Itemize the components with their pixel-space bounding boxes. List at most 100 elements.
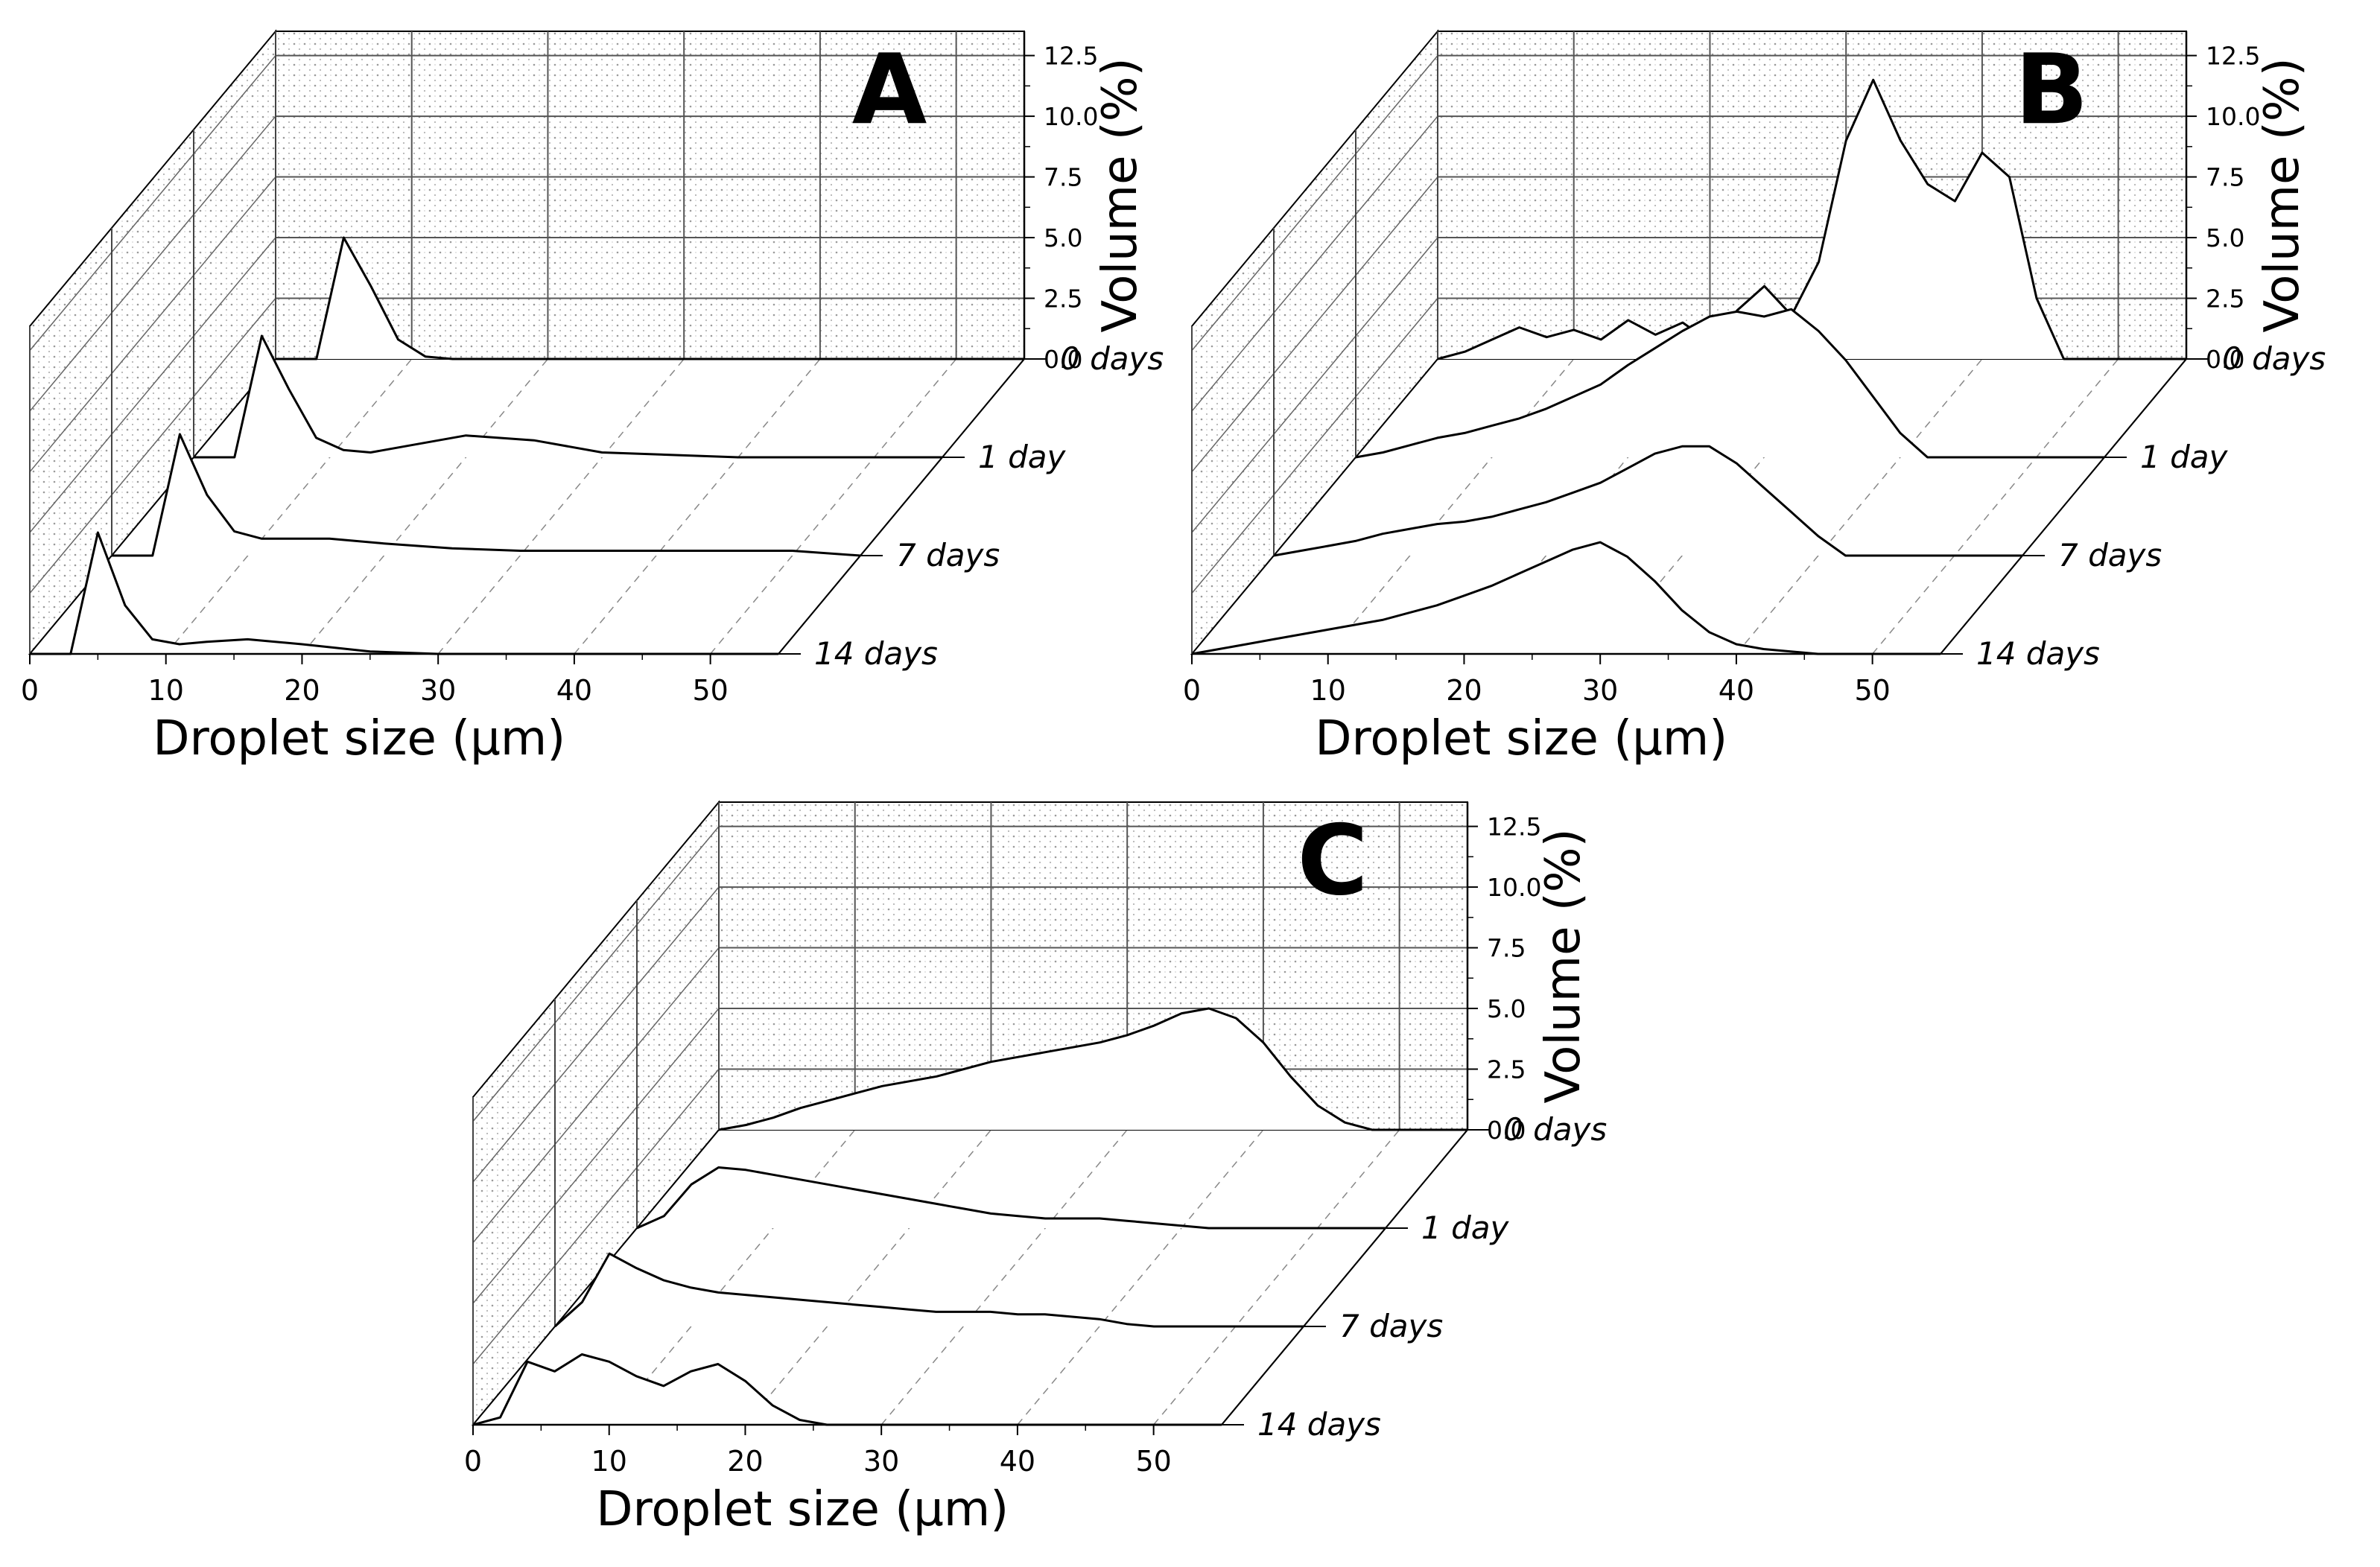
day-label: 1 day [978, 439, 1066, 475]
floor-gridline [1153, 1129, 1400, 1425]
z-tick-label: 7.5 [2206, 163, 2244, 192]
series-line [718, 1007, 1467, 1131]
z-tick-label: 10.0 [1487, 873, 1541, 902]
z-tick-label: 5.0 [1487, 994, 1526, 1023]
series-fill [1438, 80, 2186, 359]
floor-gridline [1736, 358, 1983, 655]
series-line [112, 433, 861, 557]
series-line [276, 236, 1024, 360]
z-tick-label: 0.0 [1487, 1116, 1526, 1145]
left-wall-gridline [29, 237, 276, 533]
floor-gridline [710, 358, 957, 655]
left-wall-gridline [1191, 298, 1438, 594]
z-tick-label: 10.0 [2206, 102, 2260, 131]
series-fill [1274, 446, 2022, 556]
day-label: 7 days [896, 537, 1000, 573]
series-fill [719, 1008, 1467, 1130]
floor-gridline [1327, 358, 1575, 655]
floor-gridline [437, 358, 685, 655]
x-tick-label: 30 [863, 1445, 899, 1478]
z-tick-label: 12.5 [1487, 813, 1541, 842]
floor-gridline [1017, 1129, 1264, 1425]
z-tick-label: 12.5 [2206, 42, 2260, 71]
series-fill [30, 533, 778, 654]
series-line [1437, 78, 2186, 360]
z-tick-label: 2.5 [1487, 1055, 1526, 1084]
series-fill [473, 1354, 1222, 1425]
panel-b: 0 10 20 30 40 50 Droplet size (μm) 0.0 2.5 5.0 7.5… [1183, 29, 2326, 766]
z-tick-label: 0.0 [2206, 345, 2244, 374]
day-label: 0 days [2222, 340, 2326, 377]
left-wall-gridline [472, 826, 720, 1122]
x-tick-label: 10 [591, 1445, 627, 1478]
x-axis-label: Droplet size (μm) [153, 711, 565, 766]
x-tick-label: 40 [1719, 674, 1754, 707]
series-line [1355, 308, 2104, 459]
day-label: 14 days [814, 635, 938, 672]
day-label: 14 days [1257, 1406, 1381, 1443]
series-line [1191, 541, 1941, 655]
floor-gridline [1872, 358, 2119, 655]
x-tick-label: 40 [1000, 1445, 1035, 1478]
x-tick-label: 0 [464, 1445, 482, 1478]
z-tick-label: 2.5 [1044, 285, 1082, 314]
series-fill [112, 434, 860, 556]
x-tick-label: 50 [692, 674, 728, 707]
left-wall-gridline [1191, 177, 1438, 473]
day-label: 0 days [1503, 1111, 1607, 1148]
series-fill [637, 1167, 1386, 1228]
left-wall-gridline [29, 298, 276, 594]
z-tick-label: 7.5 [1044, 163, 1082, 192]
depth-axis-line [778, 358, 1025, 655]
floor-gridline [301, 358, 549, 655]
day-label: 14 days [1976, 635, 2100, 672]
left-wall-gridline [472, 886, 720, 1183]
x-tick-label: 20 [1446, 674, 1482, 707]
z-tick-label: 0.0 [1044, 345, 1082, 374]
left-wall-gridline [1191, 55, 1438, 352]
left-wall-gridline [472, 1069, 720, 1364]
z-axis-label: Volume (%) [2255, 57, 2310, 332]
z-tick-label: 2.5 [2206, 285, 2244, 314]
z-axis-label: Volume (%) [1536, 828, 1591, 1103]
panel-c: 0 10 20 30 40 50 Droplet size (μm) 0.0 2.5 5.0 7.5… [464, 800, 1607, 1537]
floor-gridline [165, 358, 413, 655]
panel-letter: C [1297, 804, 1368, 917]
series-line [1273, 445, 2022, 557]
x-tick-label: 30 [1582, 674, 1618, 707]
x-tick-label: 0 [21, 674, 39, 707]
panel-letter: B [2015, 33, 2089, 146]
day-label: 7 days [1339, 1308, 1443, 1344]
x-tick-label: 20 [727, 1445, 763, 1478]
x-tick-label: 40 [556, 674, 592, 707]
left-wall-gridline [29, 115, 276, 412]
x-tick-label: 50 [1135, 1445, 1171, 1478]
floor-gridline [609, 1129, 856, 1425]
depth-axis-line [1940, 358, 2187, 655]
z-axis-label: Volume (%) [1093, 57, 1148, 332]
series-fill [1192, 542, 1941, 654]
x-axis-label: Droplet size (μm) [596, 1482, 1009, 1537]
z-tick-label: 5.0 [2206, 223, 2244, 252]
panel-a: 0 10 20 30 40 50 Droplet size (μm) 0.0 2.5 5.0 7.5… [21, 29, 1164, 766]
x-tick-label: 10 [1310, 674, 1346, 707]
day-label: 0 days [1060, 340, 1164, 377]
z-tick-label: 5.0 [1044, 223, 1082, 252]
series-line [554, 1252, 1304, 1328]
z-tick-label: 12.5 [1044, 42, 1098, 71]
day-label: 7 days [2058, 537, 2162, 573]
day-label: 1 day [2140, 439, 2228, 475]
x-tick-label: 30 [420, 674, 456, 707]
series-line [194, 334, 942, 459]
x-tick-label: 10 [148, 674, 184, 707]
left-wall-gridline [1191, 115, 1438, 412]
series-fill [1356, 309, 2104, 457]
z-tick-label: 10.0 [1044, 102, 1098, 131]
x-axis-label: Droplet size (μm) [1315, 711, 1727, 766]
x-tick-label: 20 [284, 674, 320, 707]
panel-letter: A [852, 33, 927, 146]
left-wall-gridline [472, 947, 720, 1244]
floor-gridline [880, 1129, 1128, 1425]
